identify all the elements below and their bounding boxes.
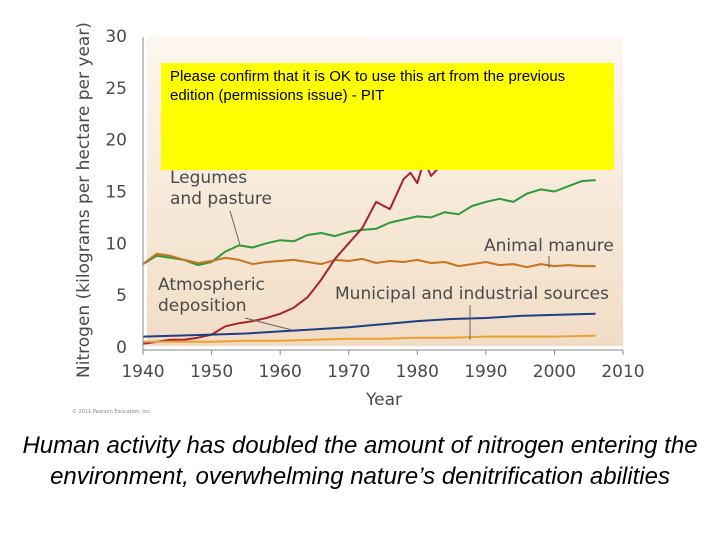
series-line-animal-manure [142, 252, 596, 269]
x-tick-label-1960: 1960 [259, 362, 302, 382]
x-tick-label-1970: 1970 [327, 362, 370, 382]
label-atmospheric: Atmospheric deposition [158, 275, 270, 316]
label-legumes: Legumes and pasture [170, 168, 272, 209]
slide-caption: Human activity has doubled the amount of… [22, 432, 698, 490]
axis-ticks: 0 5 10 15 20 25 30 1940 1950 1960 1970 1980 1990 2000… [105, 27, 644, 382]
y-axis-title: Nitrogen (kilograms per hectare per year… [74, 22, 94, 378]
y-tick-label-20: 20 [105, 131, 127, 151]
x-tick-label-2000: 2000 [533, 362, 576, 382]
x-axis-title: Year [365, 390, 402, 410]
label-manure: Animal manure [484, 236, 614, 256]
series-line-atmospheric-deposition [143, 334, 596, 343]
series-line-municipal-and-industrial-sources [142, 312, 596, 338]
y-tick-label-10: 10 [105, 234, 127, 254]
label-atmospheric-line2: deposition [158, 296, 247, 316]
x-tick-label-1950: 1950 [190, 362, 233, 382]
x-tick-label-1990: 1990 [464, 362, 507, 382]
x-tick-label-1940: 1940 [121, 362, 164, 382]
y-tick-label-30: 30 [105, 27, 127, 47]
y-tick-label-25: 25 [105, 79, 127, 99]
label-legumes-line2: and pasture [170, 189, 272, 209]
permissions-notice: Please confirm that it is OK to use this… [161, 63, 614, 170]
series-line-legumes-and-pasture [142, 179, 596, 267]
x-tick-label-1980: 1980 [396, 362, 439, 382]
y-tick-label-5: 5 [116, 286, 127, 306]
label-municipal: Municipal and industrial sources [335, 284, 609, 304]
series-line-fertilizer [142, 144, 446, 345]
leader-atmospheric [244, 317, 293, 331]
leader-legumes [229, 210, 241, 246]
series-lines [142, 144, 596, 345]
x-tick-label-2010: 2010 [601, 362, 644, 382]
y-tick-label-0: 0 [116, 338, 127, 358]
copyright-text: © 2011 Pearson Education, Inc. [72, 408, 152, 415]
y-tick-label-15: 15 [105, 183, 127, 203]
label-legumes-line1: Legumes [170, 168, 247, 188]
label-atmospheric-line1: Atmospheric [158, 275, 265, 295]
